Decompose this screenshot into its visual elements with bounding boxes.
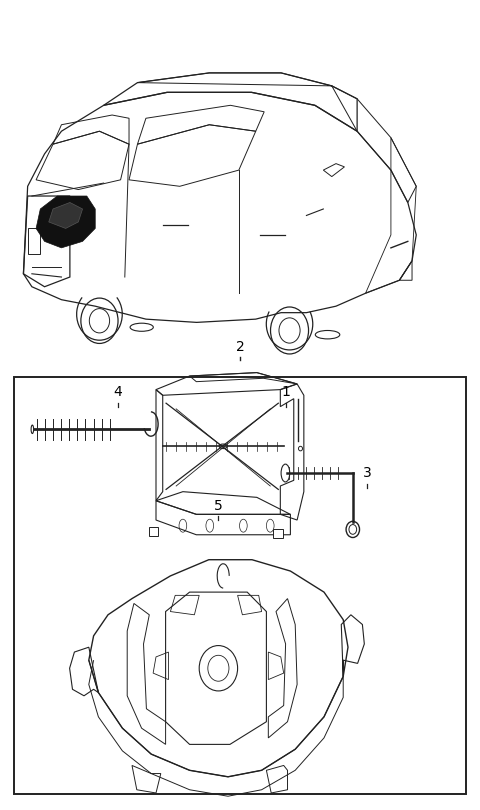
Text: 3: 3 [363, 467, 372, 480]
Bar [14, 377, 466, 794]
Text: 5: 5 [214, 499, 223, 513]
Text: 4: 4 [113, 386, 122, 399]
FancyBboxPatch shape [273, 530, 284, 538]
Polygon shape [49, 202, 83, 228]
Text: 2: 2 [236, 340, 244, 354]
Text: 1: 1 [281, 386, 290, 399]
FancyBboxPatch shape [149, 527, 158, 535]
Polygon shape [36, 196, 95, 248]
